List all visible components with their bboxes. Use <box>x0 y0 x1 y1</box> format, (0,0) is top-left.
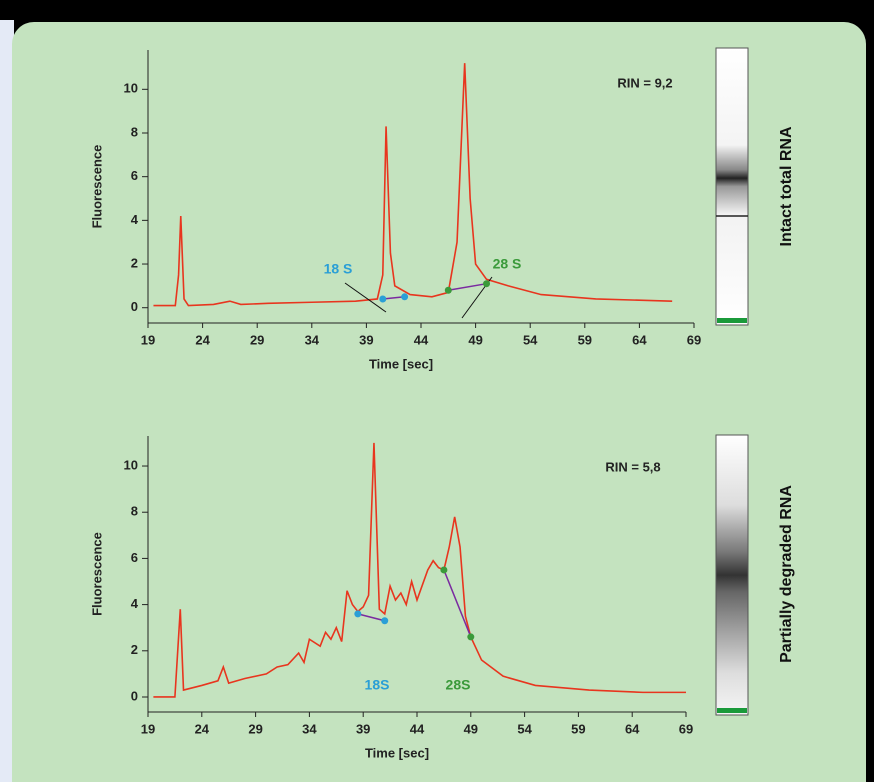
peak-label: 18S <box>365 677 390 693</box>
x-tick-label: 69 <box>679 721 693 736</box>
y-tick-label: 6 <box>131 550 138 565</box>
x-tick-label: 44 <box>410 721 425 736</box>
peak-marker <box>379 295 386 302</box>
x-tick-label: 49 <box>468 332 482 347</box>
x-tick-label: 34 <box>305 332 320 347</box>
gel-lane-box <box>716 435 748 715</box>
x-tick-label: 54 <box>517 721 532 736</box>
x-tick-label: 24 <box>195 332 210 347</box>
x-tick-label: 29 <box>250 332 264 347</box>
chart: 02468101924293439444954596469Time [sec]F… <box>0 0 874 782</box>
y-tick-label: 0 <box>131 299 138 314</box>
x-tick-label: 19 <box>141 332 155 347</box>
y-tick-label: 4 <box>131 212 139 227</box>
peak-label: 28 S <box>493 256 522 272</box>
x-tick-label: 59 <box>578 332 592 347</box>
annotation: RIN = 9,2 <box>617 75 672 90</box>
x-tick-label: 19 <box>141 721 155 736</box>
y-axis-label: Fluorescence <box>89 532 104 616</box>
x-tick-label: 39 <box>356 721 370 736</box>
x-tick-label: 39 <box>359 332 373 347</box>
peak-marker <box>381 617 388 624</box>
side-label: Intact total RNA <box>778 126 795 246</box>
y-tick-label: 8 <box>131 504 138 519</box>
x-tick-label: 69 <box>687 332 701 347</box>
peak-marker <box>440 566 447 573</box>
peak-marker <box>354 610 361 617</box>
peak-marker <box>401 293 408 300</box>
y-tick-label: 10 <box>124 81 138 96</box>
x-tick-label: 49 <box>464 721 478 736</box>
peak-marker <box>483 280 490 287</box>
page: {"chart_data": [ {"type": "line", "xlabe… <box>0 0 874 782</box>
x-tick-label: 54 <box>523 332 538 347</box>
x-tick-label: 29 <box>248 721 262 736</box>
y-tick-label: 2 <box>131 255 138 270</box>
y-tick-label: 4 <box>131 596 139 611</box>
left-edge <box>0 20 14 782</box>
x-axis-label: Time [sec] <box>369 356 433 371</box>
x-tick-label: 64 <box>625 721 640 736</box>
y-tick-label: 6 <box>131 168 138 183</box>
gel-lane <box>716 435 748 715</box>
x-tick-label: 64 <box>632 332 647 347</box>
peak-label: 18 S <box>324 261 353 277</box>
peak-label: 28S <box>446 677 471 693</box>
y-tick-label: 0 <box>131 688 138 703</box>
gel-lane <box>716 48 748 325</box>
side-label: Partially degraded RNA <box>778 485 795 663</box>
y-axis-label: Fluorescence <box>89 145 104 229</box>
annotation: RIN = 5,8 <box>605 459 660 474</box>
x-axis-label: Time [sec] <box>365 745 429 760</box>
x-tick-label: 44 <box>414 332 429 347</box>
x-tick-label: 24 <box>195 721 210 736</box>
x-tick-label: 34 <box>302 721 317 736</box>
y-tick-label: 10 <box>124 457 138 472</box>
gel-marker <box>717 318 747 323</box>
gel-marker <box>717 708 747 713</box>
y-tick-label: 8 <box>131 124 138 139</box>
peak-marker <box>445 287 452 294</box>
y-tick-label: 2 <box>131 642 138 657</box>
peak-marker <box>467 633 474 640</box>
x-tick-label: 59 <box>571 721 585 736</box>
gel-lane-box <box>716 48 748 325</box>
